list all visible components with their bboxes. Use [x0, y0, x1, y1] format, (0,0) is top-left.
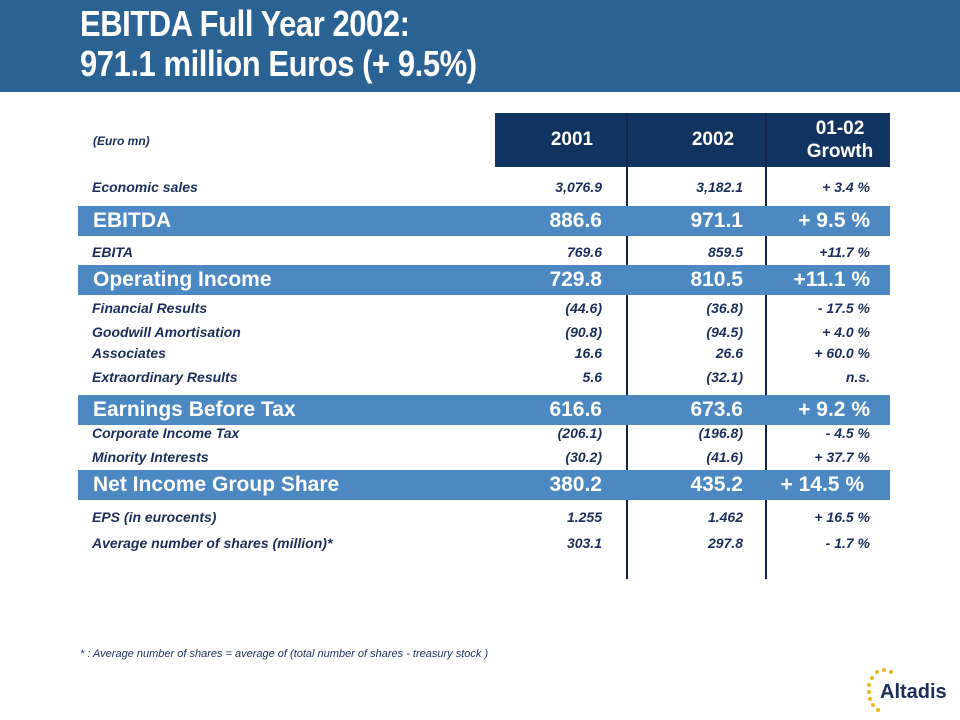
value-2002: 971.1	[690, 209, 743, 232]
column-header-bar: 2001 2002 01-02 Growth	[495, 113, 890, 167]
page-title-line-1: EBITDA Full Year 2002:	[80, 3, 410, 44]
value-2001: 1.255	[566, 509, 602, 525]
value-growth: + 60.0 %	[814, 345, 870, 361]
row-label: Corporate Income Tax	[92, 425, 240, 441]
value-2002: 3,182.1	[696, 179, 743, 195]
value-2001: 729.8	[549, 268, 602, 291]
row-label: EBITA	[92, 244, 133, 260]
table-row: EBITA 769.6 859.5 +11.7 %	[0, 242, 960, 262]
value-2002: 435.2	[690, 473, 743, 496]
row-label: Extraordinary Results	[92, 369, 238, 385]
value-2001: 16.6	[574, 345, 602, 361]
row-label: EBITDA	[93, 209, 172, 232]
column-header-growth: Growth	[806, 141, 874, 162]
row-label: EPS (in eurocents)	[92, 509, 217, 525]
page-title-line-2: 971.1 million Euros (+ 9.5%)	[80, 43, 477, 84]
table-row: EPS (in eurocents) 1.255 1.462 + 16.5 %	[0, 507, 960, 527]
value-growth: + 14.5 %	[780, 473, 864, 496]
value-growth: - 4.5 %	[825, 425, 870, 441]
column-divider-left	[626, 113, 628, 579]
value-2002: 297.8	[707, 535, 743, 551]
value-2002: 673.6	[690, 398, 743, 421]
table-row: Economic sales 3,076.9 3,182.1 + 3.4 %	[0, 177, 960, 197]
value-growth: n.s.	[845, 369, 870, 385]
row-label: Minority Interests	[92, 449, 209, 465]
value-growth: + 3.4 %	[822, 179, 870, 195]
table-row: Extraordinary Results 5.6 (32.1) n.s.	[0, 367, 960, 387]
row-label: Average number of shares (million)*	[92, 535, 333, 551]
row-label: Operating Income	[93, 268, 272, 291]
value-2002: 26.6	[715, 345, 743, 361]
row-label: Economic sales	[92, 179, 198, 195]
highlight-band	[78, 206, 890, 236]
value-2002: (41.6)	[706, 449, 743, 465]
table-row-highlight: Earnings Before Tax 616.6 673.6 + 9.2 %	[0, 395, 960, 425]
value-2001: 769.6	[566, 244, 602, 260]
value-2002: 810.5	[690, 268, 743, 291]
column-divider-right	[765, 113, 767, 579]
value-growth: + 4.0 %	[822, 324, 870, 340]
row-label: Earnings Before Tax	[93, 398, 296, 421]
footnote: * : Average number of shares = average o…	[80, 648, 489, 660]
table-row: Average number of shares (million)* 303.…	[0, 533, 960, 553]
page-title: EBITDA Full Year 2002: 971.1 million Eur…	[80, 4, 477, 84]
value-growth: +11.7 %	[819, 244, 870, 260]
value-growth: - 1.7 %	[825, 535, 870, 551]
table-row-highlight: EBITDA 886.6 971.1 + 9.5 %	[0, 206, 960, 236]
value-2001: (30.2)	[565, 449, 602, 465]
value-growth: + 9.5 %	[798, 209, 870, 232]
table-row: Goodwill Amortisation (90.8) (94.5) + 4.…	[0, 322, 960, 342]
value-2002: (94.5)	[706, 324, 743, 340]
value-2002: (32.1)	[706, 369, 743, 385]
value-2001: (206.1)	[557, 425, 602, 441]
table-row: Minority Interests (30.2) (41.6) + 37.7 …	[0, 447, 960, 467]
value-2001: 886.6	[549, 209, 602, 232]
highlight-band	[78, 395, 890, 425]
unit-label: (Euro mn)	[93, 134, 150, 148]
value-2002: 859.5	[707, 244, 743, 260]
table-row: Financial Results (44.6) (36.8) - 17.5 %	[0, 298, 960, 318]
row-label: Associates	[92, 345, 166, 361]
value-2001: 5.6	[582, 369, 602, 385]
column-header-period: 01-02	[815, 118, 865, 139]
value-2001: 616.6	[549, 398, 602, 421]
table-row: Corporate Income Tax (206.1) (196.8) - 4…	[0, 423, 960, 443]
altadis-logo-text: Altadis	[880, 681, 947, 703]
value-2001: (90.8)	[565, 324, 602, 340]
table-row-highlight: Net Income Group Share 380.2 435.2 + 14.…	[0, 470, 960, 500]
value-2002: 1.462	[707, 509, 743, 525]
title-banner	[0, 0, 960, 92]
value-2002: (196.8)	[698, 425, 743, 441]
highlight-band	[78, 265, 890, 295]
value-2002: (36.8)	[706, 300, 743, 316]
value-2001: (44.6)	[565, 300, 602, 316]
row-label: Financial Results	[92, 300, 208, 316]
table-row-highlight: Operating Income 729.8 810.5 +11.1 %	[0, 265, 960, 295]
altadis-logo-stars-icon	[867, 668, 893, 712]
value-growth: +11.1 %	[793, 268, 870, 291]
table-row: Associates 16.6 26.6 + 60.0 %	[0, 343, 960, 363]
value-growth: + 16.5 %	[814, 509, 870, 525]
column-header-2002: 2002	[691, 129, 735, 150]
row-label: Net Income Group Share	[93, 473, 340, 496]
value-2001: 380.2	[549, 473, 602, 496]
row-label: Goodwill Amortisation	[92, 324, 241, 340]
value-2001: 303.1	[566, 535, 602, 551]
value-growth: + 37.7 %	[814, 449, 870, 465]
highlight-band	[78, 470, 890, 500]
value-growth: - 17.5 %	[817, 300, 870, 316]
column-header-2001: 2001	[550, 129, 594, 150]
value-growth: + 9.2 %	[798, 398, 870, 421]
value-2001: 3,076.9	[555, 179, 602, 195]
